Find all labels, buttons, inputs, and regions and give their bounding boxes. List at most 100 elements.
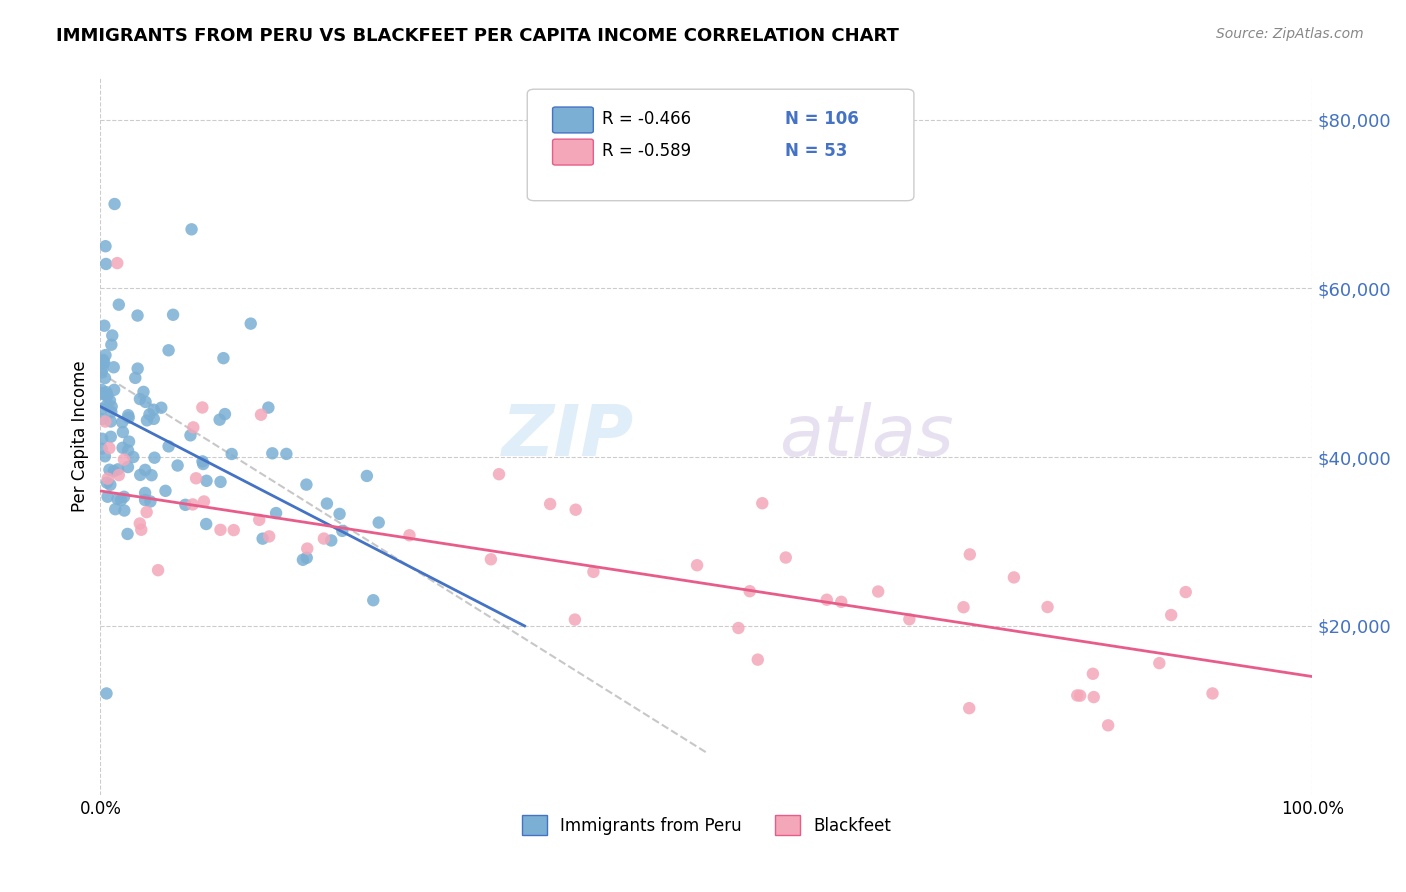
Point: [100, 405, 122, 419]
Point: [262, 446, 284, 460]
Point: [96, 385, 118, 400]
Point: [111, 441, 134, 455]
Point: [146, 563, 169, 577]
Point: [195, 516, 218, 531]
Point: [135, 395, 157, 409]
Point: [90, 366, 112, 380]
Point: [367, 516, 389, 530]
Text: Source: ZipAtlas.com: Source: ZipAtlas.com: [1216, 27, 1364, 41]
Point: [117, 460, 139, 475]
Point: [96, 389, 118, 403]
Point: [166, 458, 188, 473]
Point: [91, 386, 114, 401]
Point: [295, 550, 318, 565]
Point: [582, 565, 605, 579]
Point: [135, 505, 157, 519]
Point: [129, 467, 152, 482]
Point: [316, 497, 339, 511]
Point: [297, 541, 319, 556]
Point: [104, 502, 127, 516]
Legend: Immigrants from Peru, Blackfeet: Immigrants from Peru, Blackfeet: [513, 806, 900, 844]
Point: [222, 523, 245, 537]
Point: [1201, 686, 1223, 700]
Point: [90, 401, 112, 416]
Point: [128, 516, 150, 531]
Point: [868, 584, 890, 599]
Point: [1149, 656, 1171, 670]
Point: [112, 452, 135, 467]
Point: [957, 701, 980, 715]
Point: [952, 600, 974, 615]
Point: [142, 412, 165, 426]
Point: [291, 553, 314, 567]
Point: [103, 197, 125, 211]
Point: [179, 428, 201, 442]
Text: atlas: atlas: [779, 401, 953, 471]
Point: [108, 468, 131, 483]
Y-axis label: Per Capita Income: Per Capita Income: [72, 360, 89, 512]
Point: [96, 686, 118, 700]
Point: [117, 443, 139, 458]
Point: [91, 412, 114, 426]
Point: [247, 513, 270, 527]
Point: [686, 558, 709, 573]
Point: [727, 621, 749, 635]
Point: [98, 441, 121, 455]
Point: [110, 493, 132, 508]
Point: [564, 613, 586, 627]
Point: [139, 494, 162, 508]
Point: [250, 408, 273, 422]
Point: [91, 353, 114, 368]
Point: [775, 550, 797, 565]
Text: N = 53: N = 53: [785, 142, 846, 160]
Point: [122, 450, 145, 464]
Point: [105, 256, 128, 270]
Point: [209, 523, 232, 537]
Point: [181, 498, 204, 512]
Point: [94, 450, 117, 464]
Point: [93, 357, 115, 371]
Point: [747, 653, 769, 667]
Point: [94, 415, 117, 429]
Point: [97, 472, 120, 486]
Point: [180, 222, 202, 236]
Point: [330, 524, 353, 538]
Point: [127, 361, 149, 376]
Point: [174, 498, 197, 512]
Point: [191, 401, 214, 415]
Point: [538, 497, 561, 511]
Point: [91, 432, 114, 446]
Point: [98, 393, 121, 408]
Point: [1097, 718, 1119, 732]
Point: [1083, 690, 1105, 704]
Point: [312, 532, 335, 546]
Point: [134, 486, 156, 500]
Point: [117, 527, 139, 541]
Point: [98, 477, 121, 491]
Text: R = -0.466: R = -0.466: [602, 110, 690, 128]
Point: [118, 410, 141, 425]
Point: [124, 371, 146, 385]
Text: R = -0.589: R = -0.589: [602, 142, 690, 160]
Point: [155, 483, 177, 498]
Point: [815, 592, 838, 607]
Point: [129, 392, 152, 406]
Point: [136, 413, 159, 427]
Point: [141, 468, 163, 483]
Text: ZIP: ZIP: [502, 401, 634, 471]
Point: [193, 494, 215, 508]
Point: [356, 469, 378, 483]
Point: [90, 442, 112, 456]
Point: [96, 475, 118, 490]
Point: [295, 477, 318, 491]
Point: [564, 502, 586, 516]
Point: [94, 348, 117, 362]
Point: [276, 447, 298, 461]
Point: [107, 298, 129, 312]
Point: [157, 343, 180, 358]
Point: [103, 464, 125, 478]
Point: [398, 528, 420, 542]
Point: [100, 430, 122, 444]
Point: [111, 415, 134, 429]
Point: [1069, 689, 1091, 703]
